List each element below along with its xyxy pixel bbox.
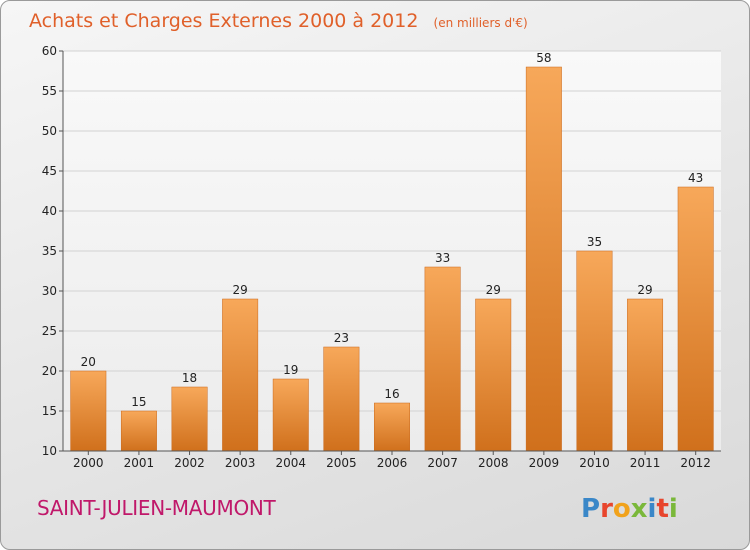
x-ticks: 2000 2001 2002 2003 2004 2005 2006 2007 2008 2009… [73, 451, 711, 470]
x-tick-label-2002: 2002 [174, 456, 205, 470]
data-label-2004: 19 [283, 363, 298, 377]
chart-subtitle: (en milliers d'€) [434, 16, 528, 30]
data-label-2000: 20 [81, 355, 96, 369]
y-tick-label: 15 [42, 404, 57, 418]
bar-2011 [627, 298, 664, 452]
y-tick-label: 40 [42, 204, 57, 218]
bar-2009 [525, 66, 562, 452]
x-tick-label-2009: 2009 [529, 456, 560, 470]
x-tick-label-2007: 2007 [427, 456, 458, 470]
data-label-2010: 35 [587, 235, 602, 249]
bar-2003 [222, 298, 259, 452]
bar-2000 [70, 370, 107, 452]
commune-name: SAINT-JULIEN-MAUMONT [37, 496, 277, 520]
x-tick-label-2008: 2008 [478, 456, 509, 470]
bar-2010 [576, 250, 613, 452]
proxiti-logo: Proxiti [581, 494, 678, 524]
grid [63, 50, 721, 412]
y-tick-label: 50 [42, 124, 57, 138]
data-label-2005: 23 [334, 331, 349, 345]
y-tick-label: 30 [42, 284, 57, 298]
proxiti-logo-text: Proxiti [581, 494, 678, 524]
data-label-2008: 29 [486, 283, 501, 297]
y-tick-label: 10 [42, 444, 57, 458]
y-tick-label: 55 [42, 84, 57, 98]
data-label-2007: 33 [435, 251, 450, 265]
data-label-2001: 15 [131, 395, 146, 409]
x-tick-label-2001: 2001 [124, 456, 155, 470]
bar-2001 [120, 410, 157, 452]
y-tick-label: 20 [42, 364, 57, 378]
x-tick-label-2011: 2011 [630, 456, 661, 470]
x-tick-label-2005: 2005 [326, 456, 357, 470]
bar-2004 [272, 378, 309, 452]
x-tick-label-2006: 2006 [377, 456, 408, 470]
y-tick-label: 45 [42, 164, 57, 178]
x-tick-label-2010: 2010 [579, 456, 610, 470]
bar-2005 [323, 346, 360, 452]
svg-text:Achats et Charges Externes 200: Achats et Charges Externes 2000 à 2012 (… [29, 10, 528, 32]
y-tick-label: 25 [42, 324, 57, 338]
data-label-2011: 29 [637, 283, 652, 297]
data-label-2006: 16 [384, 387, 399, 401]
bar-2002 [171, 386, 208, 452]
bar-2006 [374, 402, 410, 452]
x-tick-label-2003: 2003 [225, 456, 256, 470]
data-labels: 20 15 18 29 19 23 16 33 29 58 35 29 43 [81, 51, 704, 409]
bar-2007 [424, 266, 461, 452]
chart-title: Achats et Charges Externes 2000 à 2012 [29, 10, 418, 32]
x-tick-label-2004: 2004 [275, 456, 306, 470]
bar-2008 [475, 298, 512, 452]
y-ticks: 10 15 20 25 30 35 40 45 50 55 60 [42, 44, 63, 458]
data-label-2003: 29 [233, 283, 248, 297]
data-label-2002: 18 [182, 371, 197, 385]
bar-2012 [677, 186, 714, 452]
data-label-2009: 58 [536, 51, 551, 65]
bars [70, 66, 714, 452]
y-tick-label: 60 [42, 44, 57, 58]
x-tick-label-2012: 2012 [680, 456, 711, 470]
data-label-2012: 43 [688, 171, 703, 185]
x-tick-label-2000: 2000 [73, 456, 104, 470]
y-tick-label: 35 [42, 244, 57, 258]
